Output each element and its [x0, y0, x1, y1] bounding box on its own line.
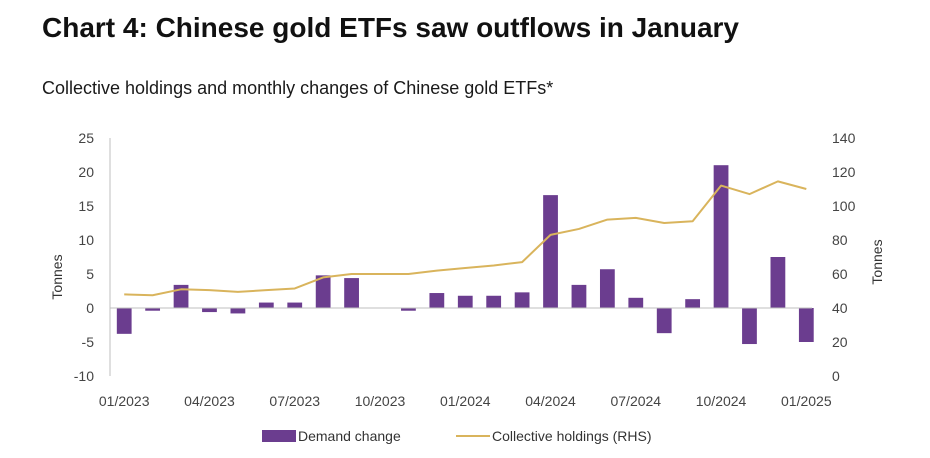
chart-title: Chart 4: Chinese gold ETFs saw outflows … [42, 12, 740, 43]
bar-07/2023 [287, 302, 303, 308]
bar-04/2024 [543, 195, 558, 308]
legend-label-demand-change: Demand change [298, 428, 401, 444]
y-left-tick-label: 5 [86, 266, 94, 282]
y-left-tick-label: -10 [74, 368, 94, 384]
x-tick-label: 07/2024 [610, 393, 661, 409]
y-left-tick-label: -5 [82, 334, 95, 350]
bar-11/2023 [401, 308, 416, 311]
y-right-tick-label: 60 [832, 266, 848, 282]
bar-07/2024 [628, 297, 644, 308]
y-left-tick-label: 25 [78, 130, 94, 146]
bar-01/2023 [116, 308, 132, 334]
y-right-tick-label: 80 [832, 232, 848, 248]
x-tick-label: 10/2024 [696, 393, 747, 409]
x-tick-label: 07/2023 [269, 393, 320, 409]
bar-11/2024 [742, 308, 757, 345]
x-tick-label: 01/2025 [781, 393, 832, 409]
bar-01/2024 [457, 295, 473, 308]
bar-09/2023 [344, 278, 359, 308]
bar-03/2024 [514, 292, 530, 308]
y-left-axis-title: Tonnes [49, 254, 65, 299]
y-right-tick-label: 40 [832, 300, 848, 316]
bar-05/2024 [571, 284, 587, 308]
chart-subtitle: Collective holdings and monthly changes … [42, 78, 554, 98]
y-left-tick-label: 20 [78, 164, 94, 180]
y-left-tick-label: 10 [78, 232, 94, 248]
y-right-tick-label: 100 [832, 198, 856, 214]
bar-06/2024 [599, 269, 615, 308]
y-right-tick-label: 0 [832, 368, 840, 384]
y-right-tick-label: 20 [832, 334, 848, 350]
x-tick-label: 10/2023 [355, 393, 406, 409]
y-right-tick-label: 140 [832, 130, 856, 146]
bar-05/2023 [230, 308, 246, 314]
bar-10/2024 [713, 165, 729, 308]
bar-08/2024 [656, 308, 672, 334]
x-tick-label: 01/2023 [99, 393, 150, 409]
legend-label-collective-holdings: Collective holdings (RHS) [492, 428, 652, 444]
legend-swatch-demand-change [262, 430, 296, 442]
bar-02/2023 [145, 308, 161, 311]
line-collective-holdings [124, 180, 807, 297]
bar-01/2025 [798, 308, 814, 342]
bar-04/2023 [202, 308, 217, 313]
y-left-tick-label: 15 [78, 198, 94, 214]
y-right-tick-label: 120 [832, 164, 856, 180]
bar-12/2023 [429, 293, 445, 308]
bar-02/2024 [486, 295, 502, 308]
bar-08/2023 [315, 275, 331, 308]
x-tick-label: 04/2023 [184, 393, 235, 409]
bar-06/2023 [258, 302, 274, 308]
bar-12/2024 [770, 257, 786, 308]
bar-09/2024 [685, 299, 701, 308]
y-left-tick-label: 0 [86, 300, 94, 316]
x-tick-label: 04/2024 [525, 393, 576, 409]
y-right-axis-title: Tonnes [869, 239, 885, 284]
x-tick-label: 01/2024 [440, 393, 491, 409]
